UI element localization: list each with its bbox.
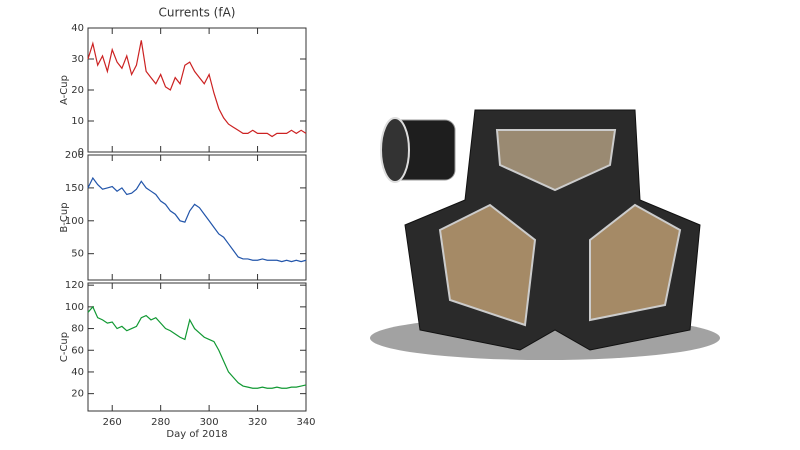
y-tick-label: 80 [71, 324, 84, 335]
y-tick-label: 120 [65, 280, 84, 291]
y-tick-label: 200 [65, 150, 84, 161]
x-tick-label: 320 [248, 417, 267, 428]
y-tick-label: 50 [71, 249, 84, 260]
y-tick-label: 100 [65, 302, 84, 313]
data-line [87, 40, 307, 138]
x-axis-label: Day of 2018 [166, 429, 227, 440]
x-tick-label: 300 [200, 417, 219, 428]
y-tick-label: 30 [71, 54, 84, 65]
y-tick-label: 60 [71, 345, 84, 356]
cup-window [438, 203, 537, 327]
y-tick-label: 100 [65, 216, 84, 227]
y-axis-label: A-Cup [59, 75, 70, 105]
plot-frame [87, 282, 307, 412]
x-tick-label: 340 [296, 417, 315, 428]
data-line [87, 176, 307, 263]
plot-frame [87, 27, 307, 153]
x-tick-label: 280 [151, 417, 170, 428]
cup-window [589, 203, 682, 322]
y-tick-label: 150 [65, 183, 84, 194]
y-tick-label: 20 [71, 85, 84, 96]
y-tick-label: 20 [71, 389, 84, 400]
cup-window [495, 129, 617, 192]
instrument-photo [370, 109, 720, 360]
y-tick-label: 0 [78, 147, 84, 158]
y-axis-label: B-Cup [59, 202, 70, 232]
y-tick-label: 40 [71, 23, 84, 34]
y-tick-label: 10 [71, 116, 84, 127]
x-tick-label: 260 [103, 417, 122, 428]
y-tick-label: 40 [71, 367, 84, 378]
sensor-aperture [380, 117, 410, 183]
data-line [87, 305, 307, 389]
chart-title: Currents (fA) [159, 6, 236, 20]
plot-frame [87, 154, 307, 281]
y-axis-label: C-Cup [59, 332, 70, 362]
